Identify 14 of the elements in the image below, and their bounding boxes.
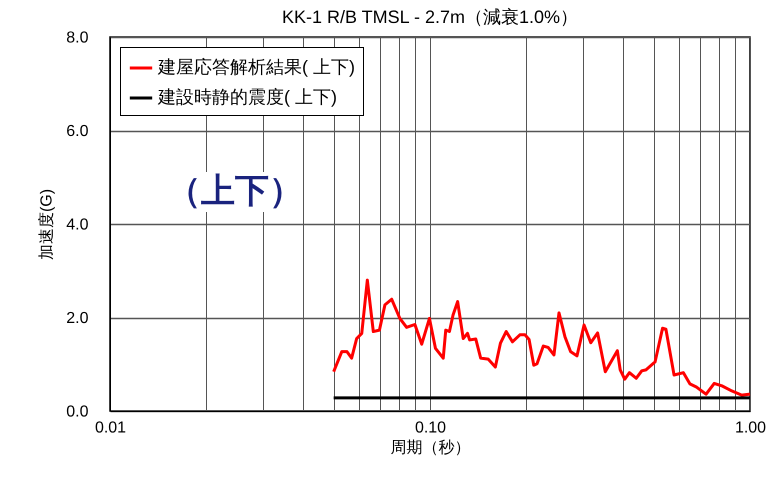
y-tick-label: 4.0: [66, 216, 89, 234]
x-tick-label: 0.10: [414, 420, 446, 436]
y-tick-label: 2.0: [66, 310, 89, 327]
y-tick-label: 6.0: [66, 123, 89, 140]
legend-label: 建設時静的震度( 上下): [157, 87, 337, 107]
y-tick-label: 0.0: [66, 404, 89, 420]
legend-label: 建屋応答解析結果( 上下): [157, 57, 355, 77]
x-tick-label: 1.00: [734, 420, 766, 436]
y-axis-title: 加速度(G): [37, 188, 56, 260]
chart-title: KK-1 R/B TMSL - 2.7m（減衰1.0%）: [282, 7, 578, 27]
annotation: （上下）: [167, 172, 303, 210]
x-axis-title: 周期（秒）: [390, 438, 470, 456]
y-tick-label: 8.0: [66, 30, 89, 46]
x-tick-label: 0.01: [94, 420, 126, 436]
